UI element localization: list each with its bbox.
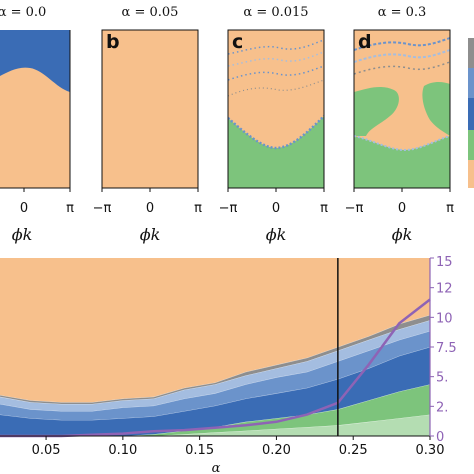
panel-c-xtick: π — [320, 201, 328, 216]
panel-d-green-region — [354, 136, 450, 188]
area-blue-mid — [0, 331, 430, 420]
panel-b-xtick: 0 — [146, 201, 154, 216]
panel-d-letter: d — [358, 31, 372, 53]
panel-b: b −π 0 π ϕk — [93, 29, 202, 244]
x-tick-label: 0.05 — [32, 443, 61, 458]
area-blue-light — [0, 320, 430, 412]
colorbar-segment — [468, 38, 474, 68]
panel-a: 0 π ϕk — [0, 30, 74, 244]
colorbar-segment — [468, 160, 474, 188]
x-tick-label: 0.20 — [262, 443, 291, 458]
area-green-light — [0, 414, 430, 436]
panel-c-green-region — [228, 116, 324, 188]
x-tick-label: 0.10 — [108, 443, 137, 458]
right-y-tick-label: 12 — [436, 282, 453, 297]
area-orange — [0, 258, 430, 403]
right-y-tick-label: 5. — [436, 371, 448, 386]
panel-a-xlabel: ϕk — [12, 225, 33, 244]
panel-d-xtick: 0 — [398, 201, 406, 216]
panel-c-letter: c — [232, 31, 243, 53]
area-green — [0, 384, 430, 436]
panel-d-green-region — [422, 82, 450, 136]
panel-a-title: α = 0.0 — [0, 5, 46, 20]
colorbar-segment — [468, 130, 474, 160]
panel-d-xtick: −π — [345, 201, 364, 216]
right-y-tick-label: 2. — [436, 400, 448, 415]
panel-d-xtick: π — [446, 201, 454, 216]
stacked-area-chart — [0, 258, 431, 438]
colorbar-segment — [468, 68, 474, 98]
panel-c: c −π 0 π ϕk — [219, 29, 328, 244]
panel-c-xlabel: ϕk — [266, 225, 287, 244]
panel-a-xtick: 0 — [20, 201, 28, 216]
area-blue-dark — [0, 347, 430, 436]
panel-c-blue-band — [228, 51, 324, 67]
panel-d: d −π 0 π ϕk — [345, 29, 454, 244]
panel-d-blue-band — [354, 135, 450, 152]
right-y-tick-label: 0 — [436, 430, 444, 445]
x-tick-label: 0.30 — [416, 443, 445, 458]
panel-d-green-region — [354, 86, 399, 136]
right-y-tick-label: 7.5 — [436, 341, 457, 356]
panel-d-blue-band — [354, 61, 450, 75]
panel-b-xtick: −π — [93, 201, 112, 216]
right-y-tick-label: 15 — [436, 255, 453, 270]
panel-c-blue-boundary — [228, 115, 324, 150]
x-tick-label: 0.25 — [339, 443, 368, 458]
panel-a-blue-region — [0, 30, 70, 92]
panel-b-xlabel: ϕk — [140, 225, 161, 244]
panel-a-xtick: π — [66, 201, 74, 216]
right-y-tick-label: 10 — [436, 311, 453, 326]
panel-c-blue-band — [228, 39, 324, 55]
colorbar-segment — [468, 98, 474, 130]
panel-b-xtick: π — [194, 201, 202, 216]
panel-c-xtick: −π — [219, 201, 238, 216]
panel-d-blue-band — [354, 49, 450, 63]
panel-d-xlabel: ϕk — [392, 225, 413, 244]
colorbar — [468, 38, 474, 188]
panel-b-orange — [102, 30, 198, 188]
stacked-area-axes: 0.05 0.10 0.15 0.20 0.25 0.30 α 15 12 10 7.5 5. 2. 0 — [0, 255, 457, 474]
panel-d-blue-band — [354, 37, 450, 51]
x-tick-label: 0.15 — [185, 443, 214, 458]
x-axis-label: α — [212, 461, 221, 474]
panel-d-title: α = 0.3 — [378, 5, 427, 20]
panel-b-title: α = 0.05 — [122, 5, 179, 20]
panel-c-title: α = 0.015 — [243, 5, 308, 20]
panel-c-blue-band — [228, 65, 324, 81]
panel-c-blue-band — [228, 79, 324, 97]
panel-b-letter: b — [106, 31, 120, 53]
panel-c-xtick: 0 — [272, 201, 280, 216]
